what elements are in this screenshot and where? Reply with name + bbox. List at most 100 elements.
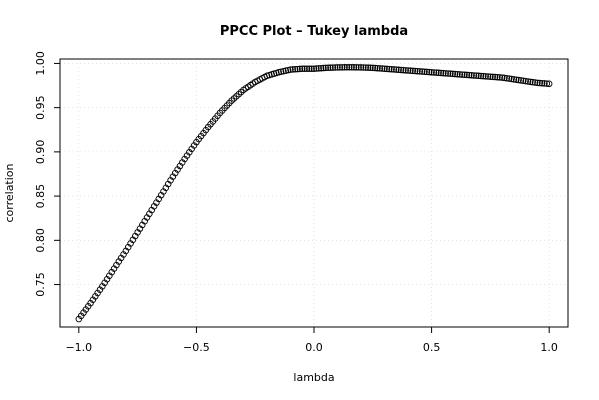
data-point: [388, 66, 395, 73]
data-point: [329, 64, 337, 71]
data-point: [435, 69, 442, 77]
data-point: [442, 70, 449, 77]
y-tick-label: 0.90: [34, 140, 47, 165]
data-point: [411, 67, 419, 75]
data-point: [501, 74, 508, 82]
data-point: [320, 64, 327, 72]
data-point: [395, 66, 402, 74]
data-point: [341, 64, 348, 71]
data-point: [409, 67, 417, 75]
data-point: [331, 64, 339, 71]
data-point: [369, 64, 377, 72]
data-point: [416, 68, 424, 75]
data-point: [364, 64, 372, 71]
data-point: [414, 67, 421, 75]
data-point: [513, 76, 520, 83]
data-point: [515, 76, 522, 84]
data-point: [456, 71, 464, 78]
data-point: [529, 78, 536, 86]
data-point: [404, 67, 412, 74]
data-point: [454, 70, 461, 78]
data-point: [538, 79, 546, 87]
data-point: [421, 68, 428, 75]
data-point: [324, 64, 332, 72]
data-point: [338, 64, 346, 71]
x-tick-label: −1.0: [65, 341, 92, 354]
data-point: [465, 71, 473, 79]
data-point: [494, 73, 501, 81]
data-point: [541, 80, 548, 87]
data-point: [543, 80, 551, 87]
x-axis-label: lambda: [293, 371, 334, 384]
y-axis: 0.75 0.80 0.85 0.90 0.95 1.00: [34, 51, 61, 297]
data-point: [393, 66, 400, 73]
data-point: [524, 78, 532, 85]
data-point: [522, 77, 529, 85]
data-point: [371, 64, 379, 72]
data-point: [463, 71, 471, 79]
data-point: [402, 67, 409, 74]
data-point: [343, 64, 351, 71]
data-points: [75, 63, 553, 323]
data-point: [282, 67, 290, 74]
data-point: [418, 68, 426, 75]
data-point: [536, 79, 544, 87]
data-point: [327, 64, 334, 71]
data-point: [510, 76, 518, 83]
data-point: [383, 65, 391, 73]
data-point: [425, 68, 433, 76]
data-point: [487, 73, 494, 80]
data-point: [520, 77, 527, 85]
y-tick-label: 0.95: [34, 95, 47, 120]
data-point: [397, 66, 405, 74]
y-tick-label: 0.85: [34, 184, 47, 209]
y-tick-label: 0.80: [34, 228, 47, 253]
data-point: [491, 73, 499, 81]
data-point: [470, 72, 478, 79]
y-tick-label: 0.75: [34, 272, 47, 297]
data-point: [475, 72, 482, 80]
data-point: [473, 72, 480, 79]
data-point: [310, 65, 318, 72]
data-point: [280, 67, 287, 75]
data-point: [357, 64, 365, 71]
data-point: [400, 66, 407, 74]
data-point: [503, 75, 511, 82]
data-point: [484, 73, 492, 80]
data-point: [451, 70, 459, 78]
data-point: [458, 71, 466, 78]
data-point: [287, 66, 294, 73]
data-point: [428, 69, 435, 76]
y-tick-label: 1.00: [34, 51, 47, 75]
data-point: [423, 68, 431, 76]
data-point: [284, 66, 292, 74]
data-point: [303, 65, 311, 72]
data-point: [433, 69, 440, 76]
grid: [60, 59, 568, 327]
data-point: [482, 73, 489, 80]
data-point: [407, 67, 414, 74]
data-point: [313, 65, 320, 72]
data-point: [355, 64, 362, 71]
data-point: [301, 65, 308, 72]
data-point: [291, 66, 299, 73]
data-point: [505, 75, 513, 82]
data-point: [444, 70, 452, 77]
data-point: [336, 64, 344, 71]
data-point: [390, 66, 398, 73]
data-point: [498, 74, 506, 81]
data-point: [477, 72, 485, 80]
data-point: [527, 78, 534, 86]
data-point: [289, 66, 297, 73]
data-point: [447, 70, 454, 77]
data-point: [376, 65, 384, 72]
data-point: [517, 77, 525, 84]
x-tick-label: 1.0: [540, 341, 558, 354]
data-point: [440, 69, 447, 77]
data-point: [298, 65, 306, 72]
data-point: [531, 79, 539, 86]
x-axis: −1.0 −0.5 0.0 0.5 1.0: [65, 326, 558, 354]
data-point: [374, 64, 381, 72]
data-point: [296, 65, 304, 73]
